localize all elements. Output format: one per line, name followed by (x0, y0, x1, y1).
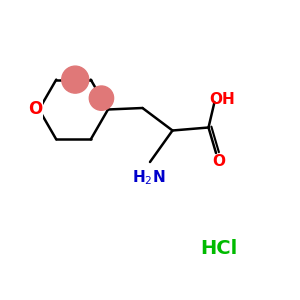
Text: HCl: HCl (200, 239, 238, 259)
Text: H$_2$N: H$_2$N (132, 169, 165, 187)
Text: OH: OH (209, 92, 235, 106)
Text: O: O (28, 100, 43, 118)
Circle shape (62, 66, 89, 93)
Circle shape (89, 86, 114, 110)
Text: O: O (212, 154, 226, 169)
